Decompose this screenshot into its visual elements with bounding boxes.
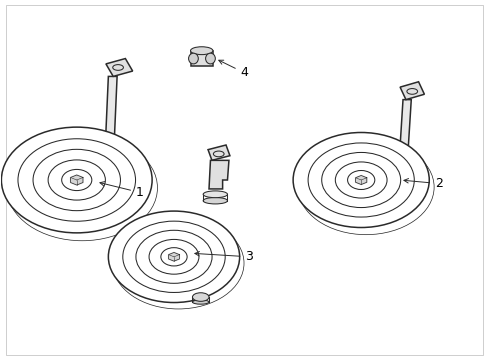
Ellipse shape [108, 211, 239, 302]
Ellipse shape [203, 198, 227, 204]
Ellipse shape [292, 132, 428, 228]
Polygon shape [70, 175, 83, 185]
Polygon shape [355, 175, 366, 185]
Ellipse shape [190, 47, 212, 55]
Text: 4: 4 [218, 60, 248, 79]
Ellipse shape [203, 191, 227, 198]
Polygon shape [207, 145, 229, 160]
Text: 2: 2 [403, 177, 442, 190]
Ellipse shape [205, 53, 215, 64]
Polygon shape [399, 100, 410, 146]
Polygon shape [191, 51, 212, 66]
Ellipse shape [188, 53, 198, 64]
Polygon shape [106, 59, 132, 76]
Ellipse shape [1, 127, 152, 233]
Polygon shape [399, 82, 424, 100]
Ellipse shape [192, 293, 208, 301]
Text: 3: 3 [195, 250, 253, 263]
Text: 1: 1 [100, 181, 143, 199]
Polygon shape [208, 160, 228, 189]
Polygon shape [168, 252, 179, 261]
Ellipse shape [192, 300, 208, 304]
Polygon shape [105, 76, 117, 143]
